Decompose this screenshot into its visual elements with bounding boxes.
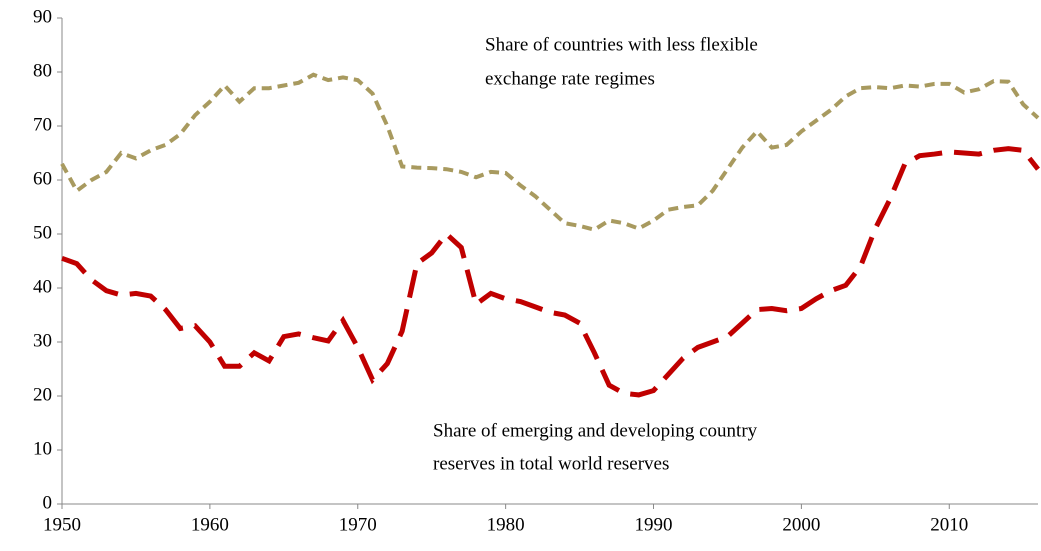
annotation: Share of countries with less flexible xyxy=(485,34,758,55)
y-tick-label: 50 xyxy=(33,222,52,243)
x-tick-label: 1960 xyxy=(191,514,229,535)
x-tick-label: 2000 xyxy=(782,514,820,535)
y-tick-label: 80 xyxy=(33,60,52,81)
line-series xyxy=(60,72,1040,232)
y-tick-label: 70 xyxy=(33,114,52,135)
x-tick-label: 1980 xyxy=(487,514,525,535)
x-tick-label: 1970 xyxy=(339,514,377,535)
y-tick-label: 10 xyxy=(33,438,52,459)
y-tick-label: 60 xyxy=(33,168,52,189)
y-tick-label: 0 xyxy=(43,492,53,513)
annotation: exchange rate regimes xyxy=(485,68,655,89)
line-series xyxy=(61,146,1040,398)
y-tick-label: 30 xyxy=(33,330,52,351)
y-tick-label: 20 xyxy=(33,384,52,405)
y-tick-label: 40 xyxy=(33,276,52,297)
y-tick-label: 90 xyxy=(33,6,52,27)
x-tick-label: 1990 xyxy=(635,514,673,535)
x-tick-label: 2010 xyxy=(930,514,968,535)
x-tick-label: 1950 xyxy=(43,514,81,535)
annotation: reserves in total world reserves xyxy=(433,453,669,474)
annotation: Share of emerging and developing country xyxy=(433,420,758,441)
